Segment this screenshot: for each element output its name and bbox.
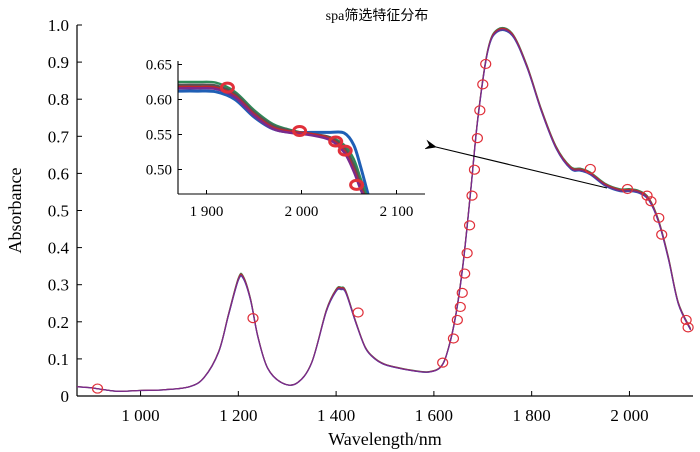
- selected-point-marker: [584, 163, 596, 175]
- selected-point-marker: [466, 190, 478, 201]
- inset-y-tick-label: 0.65: [146, 58, 172, 74]
- inset-selected-point-marker: [349, 178, 365, 191]
- y-tick-label: 0.8: [48, 90, 69, 109]
- y-tick-label: 0.5: [48, 202, 69, 221]
- selected-point-marker: [653, 212, 665, 224]
- selected-point-marker: [621, 183, 634, 195]
- y-tick-label: 0.4: [48, 239, 70, 258]
- inset-y-tick-label: 0.50: [146, 163, 172, 179]
- y-tick-label: 0.2: [48, 313, 69, 332]
- selected-point-marker: [656, 229, 668, 240]
- y-tick-label: 0.9: [48, 53, 69, 72]
- selected-point-marker: [477, 79, 489, 90]
- y-tick-label: 0: [61, 387, 70, 406]
- y-tick-label: 0.3: [48, 276, 69, 295]
- selected-point-marker: [451, 314, 463, 326]
- inset-x-tick-label: 1 900: [190, 204, 224, 220]
- inset-x-tick-label: 2 000: [285, 204, 319, 220]
- selected-point-marker: [447, 333, 460, 344]
- x-tick-label: 1 800: [513, 406, 551, 425]
- chart-title: spa筛选特征分布: [326, 8, 429, 24]
- selected-point-marker: [352, 307, 364, 318]
- selected-point-marker: [645, 196, 657, 207]
- selected-point-marker: [641, 190, 653, 201]
- y-axis-title: Absorbance: [5, 168, 25, 254]
- selected-point-marker: [91, 383, 104, 394]
- selected-point-marker: [463, 220, 476, 231]
- selected-point-marker: [459, 268, 471, 279]
- inset-selected-point-marker: [328, 135, 344, 148]
- selected-point-marker: [474, 105, 486, 116]
- x-tick-label: 2 000: [610, 406, 648, 425]
- zoom-arrow: [424, 139, 608, 189]
- inset-y-tick-label: 0.60: [146, 93, 172, 109]
- inset-selected-point-marker: [292, 125, 308, 137]
- selected-point-marker: [680, 314, 692, 326]
- inset-x-tick-label: 2 100: [380, 204, 414, 220]
- selected-point-marker: [468, 164, 481, 175]
- inset-selected-point-marker: [337, 144, 353, 157]
- spectrum-line-5: [76, 29, 692, 392]
- x-tick-label: 1 600: [415, 406, 453, 425]
- selected-point-marker: [461, 248, 473, 259]
- selected-point-marker: [480, 58, 492, 70]
- x-tick-label: 1 200: [219, 406, 257, 425]
- selected-point-marker: [247, 312, 259, 324]
- y-tick-label: 0.6: [48, 164, 69, 183]
- selected-point-marker: [471, 133, 483, 144]
- x-tick-label: 1 000: [121, 406, 159, 425]
- y-tick-label: 0.7: [48, 127, 70, 146]
- x-axis-title: Wavelength/nm: [328, 429, 442, 449]
- inset-y-tick-label: 0.55: [146, 128, 172, 144]
- y-tick-label: 0.1: [48, 350, 69, 369]
- x-tick-label: 1 400: [317, 406, 355, 425]
- selected-point-marker: [437, 357, 449, 368]
- selected-point-marker: [456, 287, 468, 298]
- y-tick-label: 1.0: [48, 16, 69, 35]
- inset-selected-point-marker: [219, 81, 235, 94]
- selected-point-marker: [454, 301, 466, 313]
- selected-point-marker: [682, 322, 694, 333]
